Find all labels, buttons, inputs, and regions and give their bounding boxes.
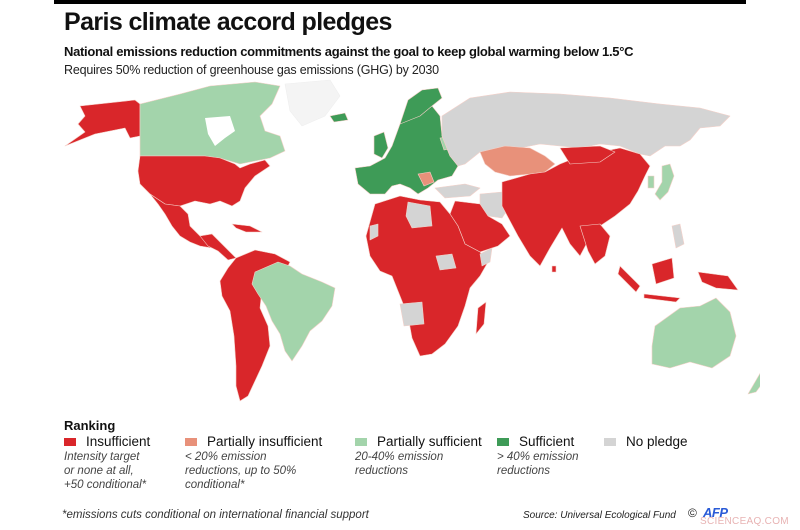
region-greenland <box>284 79 341 127</box>
region-java <box>643 293 681 303</box>
swatch-insufficient-icon <box>64 437 76 446</box>
world-map <box>64 79 760 402</box>
region-cuba <box>231 223 263 233</box>
swatch-sufficient-icon <box>497 437 509 446</box>
region-angola <box>399 301 425 327</box>
swatch-partially-sufficient-icon <box>355 437 367 446</box>
region-madagascar <box>475 301 487 335</box>
copyright-symbol: © <box>688 506 697 520</box>
region-europe <box>354 105 459 195</box>
legend-label: No pledge <box>626 434 688 449</box>
region-iceland <box>329 112 349 123</box>
region-indochina <box>579 223 611 265</box>
top-rule <box>54 0 746 4</box>
watermark: SCIENCEAQ.COM <box>700 516 789 527</box>
region-korea <box>647 175 655 189</box>
region-scandinavia <box>399 87 443 125</box>
region-usa <box>137 155 271 207</box>
legend-label: Sufficient <box>519 434 575 449</box>
region-balkans <box>417 171 435 187</box>
region-philippines <box>671 223 685 249</box>
region-sri-lanka <box>551 265 557 273</box>
legend-title: Ranking <box>64 418 116 433</box>
legend-desc: Intensity target or none at all, +50 con… <box>64 451 147 491</box>
legend-desc: > 40% emission reductions <box>497 451 579 477</box>
subtitle-requirement: Requires 50% reduction of greenhouse gas… <box>64 63 439 77</box>
subtitle: National emissions reduction commitments… <box>64 44 634 59</box>
page-title: Paris climate accord pledges <box>64 8 392 36</box>
region-kazakhstan <box>479 145 556 177</box>
region-libya <box>405 201 433 229</box>
legend-desc: < 20% emission reductions, up to 50% con… <box>185 451 297 491</box>
region-new-zealand <box>747 372 760 395</box>
region-brazil <box>251 261 336 362</box>
legend-item-partially-insufficient: Partially insufficient < 20% emission re… <box>185 434 322 492</box>
legend-label: Partially insufficient <box>207 434 323 449</box>
legend-item-no-pledge: No pledge <box>604 434 688 449</box>
region-png <box>697 271 739 291</box>
source-credit: Source: Universal Ecological Fund <box>523 510 676 521</box>
region-borneo <box>651 257 675 285</box>
footnote: *emissions cuts conditional on internati… <box>62 509 369 521</box>
legend-item-partially-sufficient: Partially sufficient 20-40% emission red… <box>355 434 482 478</box>
swatch-partially-insufficient-icon <box>185 437 197 446</box>
region-sumatra <box>617 265 641 293</box>
swatch-no-pledge-icon <box>604 437 616 446</box>
legend-item-insufficient: Insufficient Intensity target or none at… <box>64 434 150 492</box>
region-uk <box>373 131 389 159</box>
afp-logo-icon: AFP <box>703 505 728 520</box>
region-western-sahara <box>369 223 379 241</box>
legend-item-sufficient: Sufficient > 40% emission reductions <box>497 434 579 478</box>
legend-label: Partially sufficient <box>377 434 482 449</box>
region-japan <box>654 163 675 201</box>
region-australia <box>651 297 737 369</box>
region-turkey <box>434 183 481 199</box>
region-alaska <box>64 99 141 147</box>
region-somalia <box>479 247 493 267</box>
region-mongolia <box>559 145 616 165</box>
region-africa <box>365 195 489 357</box>
legend-label: Insufficient <box>86 434 151 449</box>
legend-desc: 20-40% emission reductions <box>355 451 444 477</box>
region-south-sudan <box>435 253 457 271</box>
